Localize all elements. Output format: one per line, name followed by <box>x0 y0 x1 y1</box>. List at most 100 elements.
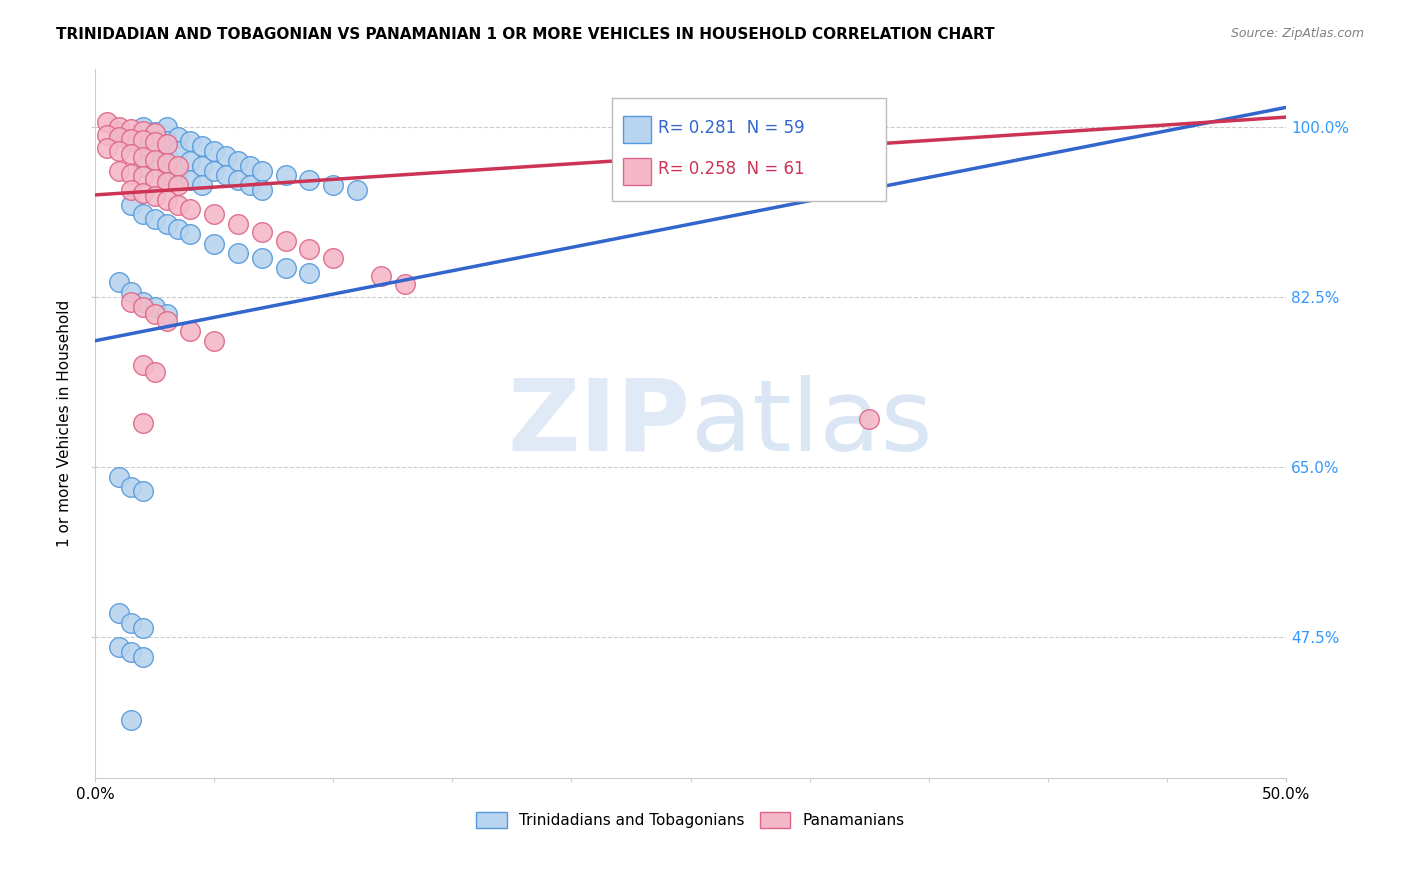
Point <box>250 225 273 239</box>
Point <box>298 243 321 257</box>
Point <box>155 306 177 320</box>
Point <box>322 251 344 265</box>
Point <box>120 479 142 493</box>
Point <box>143 172 166 186</box>
Point <box>132 133 155 147</box>
Point <box>143 136 166 150</box>
Point <box>108 276 131 290</box>
Point <box>191 178 214 193</box>
Point <box>167 222 190 236</box>
Point <box>155 137 177 152</box>
Point <box>167 129 190 144</box>
Point <box>298 266 321 280</box>
Point <box>108 640 131 654</box>
Point <box>132 649 155 664</box>
Point <box>202 334 225 348</box>
Point <box>858 110 880 124</box>
Point <box>96 141 118 155</box>
Point <box>143 365 166 379</box>
Point <box>120 713 142 727</box>
Point <box>274 260 297 275</box>
Point <box>143 126 166 140</box>
Point <box>120 167 142 181</box>
Point <box>120 285 142 299</box>
Point <box>132 294 155 309</box>
Point <box>226 153 249 168</box>
Point <box>120 615 142 630</box>
Text: Source: ZipAtlas.com: Source: ZipAtlas.com <box>1230 27 1364 40</box>
Point <box>143 144 166 158</box>
Point <box>226 173 249 187</box>
Point <box>179 153 201 168</box>
Point <box>108 144 131 158</box>
Point <box>226 217 249 231</box>
Point <box>250 251 273 265</box>
Point <box>250 183 273 197</box>
Point <box>132 139 155 153</box>
Point <box>202 207 225 221</box>
Point <box>96 115 118 129</box>
Text: R= 0.258  N = 61: R= 0.258 N = 61 <box>658 161 804 178</box>
Point <box>143 300 166 314</box>
Point <box>120 147 142 161</box>
Point <box>132 484 155 499</box>
Point <box>108 606 131 620</box>
Point <box>167 159 190 173</box>
Point <box>775 115 797 129</box>
Point <box>167 178 190 193</box>
Point <box>108 470 131 484</box>
Y-axis label: 1 or more Vehicles in Household: 1 or more Vehicles in Household <box>58 300 72 547</box>
Point <box>143 189 166 203</box>
Point <box>274 169 297 183</box>
Point <box>191 159 214 173</box>
Point <box>179 227 201 241</box>
Point <box>858 411 880 425</box>
Point <box>202 144 225 158</box>
Point <box>167 197 190 211</box>
Point <box>179 173 201 187</box>
Point <box>155 169 177 183</box>
Point <box>108 163 131 178</box>
Point <box>179 324 201 338</box>
Point <box>132 150 155 164</box>
Point <box>132 358 155 372</box>
Point <box>143 212 166 227</box>
Text: TRINIDADIAN AND TOBAGONIAN VS PANAMANIAN 1 OR MORE VEHICLES IN HOUSEHOLD CORRELA: TRINIDADIAN AND TOBAGONIAN VS PANAMANIAN… <box>56 27 995 42</box>
Point <box>132 169 155 184</box>
Point <box>108 125 131 139</box>
Point <box>132 124 155 138</box>
Point <box>202 163 225 178</box>
Point <box>298 173 321 187</box>
Point <box>167 163 190 178</box>
Point <box>120 121 142 136</box>
Point <box>346 183 368 197</box>
Point <box>132 207 155 221</box>
Point <box>155 175 177 189</box>
Point <box>394 277 416 292</box>
Point <box>167 144 190 158</box>
Point <box>143 306 166 320</box>
Point <box>120 135 142 149</box>
Point <box>155 156 177 170</box>
Point <box>132 159 155 173</box>
Point <box>370 268 392 283</box>
Point <box>155 217 177 231</box>
Point <box>155 314 177 328</box>
Point <box>215 169 238 183</box>
Legend: Trinidadians and Tobagonians, Panamanians: Trinidadians and Tobagonians, Panamanian… <box>470 806 911 834</box>
Point <box>179 135 201 149</box>
Point <box>120 197 142 211</box>
Point <box>96 128 118 142</box>
Point <box>155 120 177 134</box>
Text: ZIP: ZIP <box>508 375 690 472</box>
Point <box>226 246 249 260</box>
Point <box>132 621 155 635</box>
Point <box>120 645 142 659</box>
Point <box>132 417 155 431</box>
Point <box>120 183 142 197</box>
Text: R= 0.281  N = 59: R= 0.281 N = 59 <box>658 119 804 136</box>
Point <box>155 149 177 163</box>
Point <box>239 159 262 173</box>
Point <box>108 129 131 144</box>
Point <box>132 186 155 200</box>
